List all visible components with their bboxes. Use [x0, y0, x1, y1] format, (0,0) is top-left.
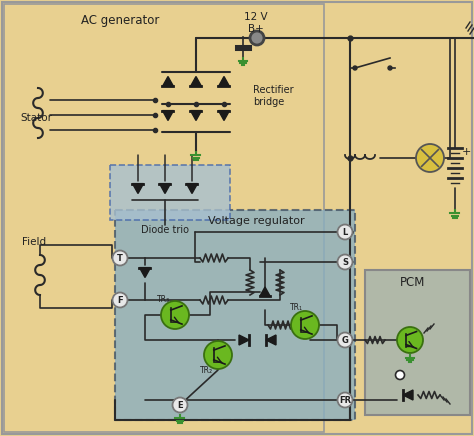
- Text: L: L: [342, 228, 347, 236]
- Circle shape: [395, 371, 404, 379]
- Circle shape: [161, 301, 189, 329]
- Circle shape: [416, 144, 444, 172]
- Text: AC generator: AC generator: [81, 14, 159, 27]
- Polygon shape: [239, 335, 249, 345]
- Bar: [365, 270, 470, 415]
- Polygon shape: [191, 76, 201, 86]
- Polygon shape: [260, 287, 270, 296]
- Text: Stator: Stator: [20, 113, 52, 123]
- Text: F: F: [117, 296, 123, 304]
- Circle shape: [337, 225, 353, 239]
- Polygon shape: [163, 111, 173, 120]
- Polygon shape: [186, 184, 198, 194]
- Circle shape: [112, 293, 128, 307]
- Text: Field: Field: [22, 237, 46, 247]
- Polygon shape: [133, 184, 144, 194]
- Text: E: E: [177, 401, 183, 409]
- Polygon shape: [191, 111, 201, 120]
- Bar: [4, 4, 324, 432]
- Bar: [115, 210, 355, 420]
- Circle shape: [112, 251, 128, 266]
- Circle shape: [388, 66, 392, 70]
- Circle shape: [291, 311, 319, 339]
- Text: Diode trio: Diode trio: [141, 225, 189, 235]
- Text: Rectifier
bridge: Rectifier bridge: [253, 85, 293, 107]
- Circle shape: [337, 255, 353, 269]
- Polygon shape: [139, 268, 151, 277]
- Circle shape: [337, 392, 353, 408]
- Text: T: T: [117, 253, 123, 262]
- Polygon shape: [403, 390, 413, 400]
- Polygon shape: [219, 111, 229, 120]
- Circle shape: [204, 341, 232, 369]
- Circle shape: [250, 31, 264, 45]
- Circle shape: [397, 327, 423, 353]
- Circle shape: [337, 333, 353, 347]
- Text: TR₁: TR₁: [290, 303, 303, 312]
- Circle shape: [173, 398, 188, 412]
- Polygon shape: [163, 76, 173, 86]
- Text: TR₂: TR₂: [200, 366, 213, 375]
- Text: FR: FR: [339, 395, 351, 405]
- Polygon shape: [159, 184, 171, 194]
- Polygon shape: [266, 335, 276, 345]
- Bar: [110, 165, 230, 220]
- Text: PCM: PCM: [401, 276, 426, 289]
- Polygon shape: [219, 76, 229, 86]
- Text: Voltage regulator: Voltage regulator: [208, 216, 305, 226]
- Circle shape: [353, 66, 357, 70]
- Text: 12 V
B+: 12 V B+: [244, 12, 268, 34]
- Text: G: G: [342, 335, 348, 344]
- Text: TR₃: TR₃: [157, 295, 170, 304]
- Text: +: +: [462, 147, 471, 157]
- Text: S: S: [342, 258, 348, 266]
